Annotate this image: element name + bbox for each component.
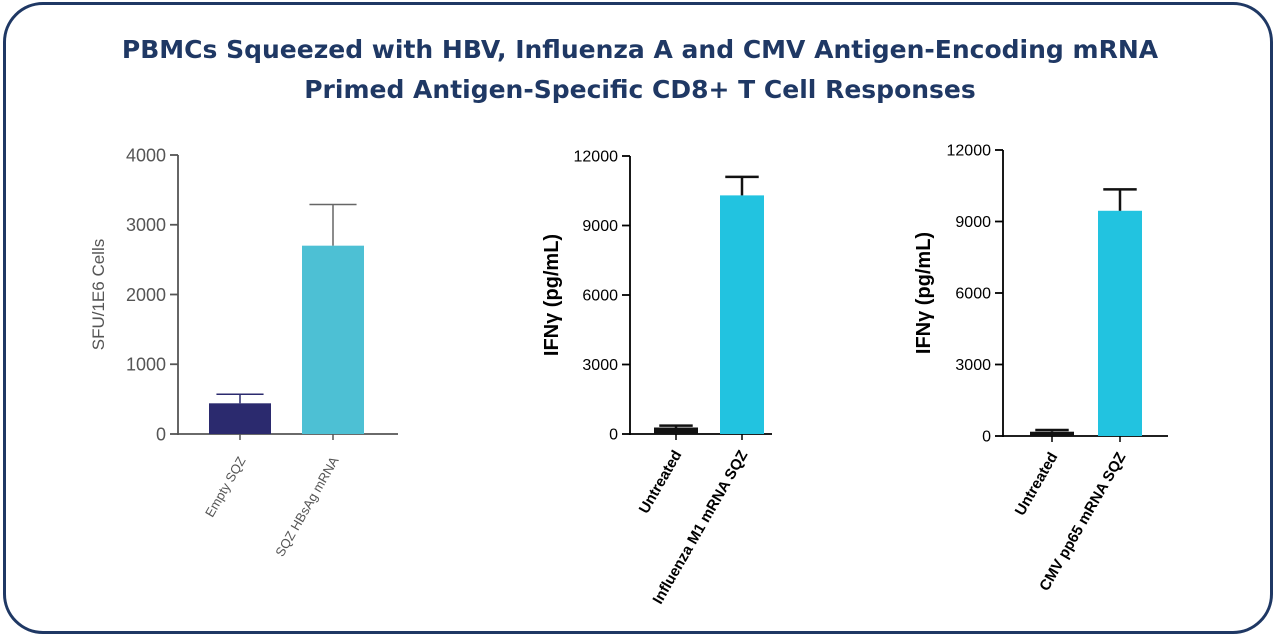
y-tick-label: 3000	[126, 215, 166, 235]
y-tick-label: 0	[609, 427, 618, 444]
y-tick-label: 9000	[582, 218, 618, 235]
y-tick-label: 4000	[126, 145, 166, 165]
y-tick-label: 3000	[955, 357, 991, 374]
title-line-1: PBMCs Squeezed with HBV, Influenza A and…	[121, 35, 1159, 64]
bar	[720, 195, 764, 434]
bar	[302, 245, 364, 434]
y-tick-label: 12000	[947, 143, 992, 160]
y-tick-label: 2000	[126, 285, 166, 305]
y-axis-label: IFNγ (pg/mL)	[541, 234, 563, 356]
y-tick-label: 0	[982, 429, 991, 446]
x-category-label: Untreated	[1012, 450, 1062, 519]
y-tick-label: 9000	[955, 214, 991, 231]
bar	[654, 427, 698, 434]
y-tick-label: 3000	[582, 357, 618, 374]
y-tick-label: 12000	[574, 149, 619, 166]
bar	[209, 403, 271, 434]
figure-frame	[3, 2, 1273, 634]
y-axis-label: IFNγ (pg/mL)	[913, 232, 935, 354]
figure-title: PBMCs Squeezed with HBV, Influenza A and…	[0, 30, 1280, 110]
y-tick-label: 6000	[582, 288, 618, 305]
y-tick-label: 1000	[126, 355, 166, 375]
bar	[1098, 210, 1142, 436]
y-tick-label: 6000	[955, 286, 991, 303]
title-line-2: Primed Antigen-Specific CD8+ T Cell Resp…	[304, 75, 976, 104]
y-axis-label: SFU/1E6 Cells	[89, 239, 108, 350]
bar	[1030, 431, 1074, 436]
y-tick-label: 0	[156, 424, 166, 444]
